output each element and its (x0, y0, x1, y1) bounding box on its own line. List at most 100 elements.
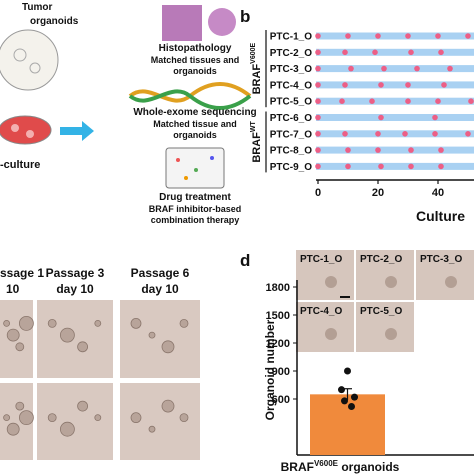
passage-title: Passage 6 (131, 266, 190, 280)
passage-dot (372, 49, 378, 56)
passage-day: day 10 (141, 282, 179, 296)
organoid-blob (148, 331, 156, 339)
step-line: organoids (173, 66, 217, 76)
passage-dot (315, 131, 321, 137)
passage-dot (345, 33, 351, 39)
passage-dot (342, 82, 348, 88)
passage-dot (402, 131, 408, 137)
data-point (341, 397, 348, 405)
passage-dot (465, 131, 471, 137)
organoid-blob (18, 315, 34, 331)
row-label: PTC-8_O (270, 146, 312, 157)
organoid-blob (47, 413, 57, 423)
organoid-blob (325, 276, 337, 288)
organoid-blob (161, 340, 175, 354)
y-axis-label: Organoid number (263, 319, 277, 420)
timeline-bar (316, 97, 474, 105)
organoid-blob (3, 414, 10, 422)
organoid-histology (208, 8, 236, 36)
timeline-bar (316, 32, 474, 40)
panel-label: d (240, 251, 250, 270)
passage-dot (438, 147, 444, 153)
panel-d: PTC-1_O PTC-2_O PTC-3_O PTC-4_O PTC-5_O 600 90… (263, 250, 474, 474)
panel-label: b (240, 7, 250, 26)
passage-dot (378, 82, 384, 88)
y-tick-label: 1200 (266, 338, 290, 350)
passage-dot (375, 33, 381, 39)
organoid-blob (94, 319, 102, 327)
inset-label: PTC-4_O (300, 306, 342, 317)
data-point (338, 386, 345, 394)
organoid-blob (77, 400, 88, 412)
passage-dot (408, 147, 414, 153)
passage-dot (441, 82, 447, 88)
passage-dot (375, 147, 381, 153)
step-line: Matched tissue and (153, 119, 237, 129)
x-axis-label: Culture (416, 208, 465, 224)
passage-dot (435, 33, 441, 39)
x-tick-label: 20 (372, 187, 384, 199)
organoid-blob (15, 401, 25, 411)
row-label: PTC-6_O (270, 113, 312, 124)
passage-dot (315, 49, 321, 56)
micrograph (37, 300, 113, 378)
panel-b: PTC-1_OPTC-2_OPTC-3_OPTC-4_OPTC-5_OBRAFV… (250, 30, 474, 224)
step-title: Histopathology (159, 43, 232, 54)
step-line: BRAF inhibitor-based (149, 204, 242, 214)
organoid-blob (94, 414, 102, 422)
passage-dot (369, 98, 375, 104)
bar (310, 394, 385, 455)
tumor-label: Tumor (22, 2, 52, 13)
step-title: Whole-exome sequencing (133, 107, 256, 118)
passage-dot (432, 114, 438, 121)
data-point (344, 367, 351, 375)
passage-title: ssage 1 (0, 266, 44, 280)
inset-label: PTC-3_O (420, 254, 462, 265)
timeline-bar (316, 65, 474, 73)
y-tick-label: 600 (272, 394, 290, 406)
passage-title: Passage 3 (46, 266, 105, 280)
organoid-blob (18, 410, 34, 426)
x-label-rest: organoids (338, 460, 400, 474)
step-line: combination therapy (151, 215, 240, 225)
micrograph (120, 300, 200, 378)
passage-dot (342, 49, 348, 56)
x-label-base: BRAF (281, 460, 314, 474)
passage-dot (465, 33, 471, 39)
organoid-blob (130, 412, 142, 424)
passage-dot (405, 98, 411, 104)
data-point (351, 393, 358, 401)
group-base: BRAF (251, 132, 263, 163)
inset-label: PTC-1_O (300, 254, 342, 265)
organoid-blob (161, 399, 175, 413)
timeline-bar (316, 162, 474, 170)
passage-dot (405, 82, 411, 88)
passage-day: 10 (6, 282, 20, 296)
inset-image (416, 250, 474, 300)
row-label: PTC-5_O (270, 97, 312, 108)
passage-day: day 10 (56, 282, 94, 296)
dish-image (0, 29, 59, 91)
timeline-bar (316, 48, 474, 56)
organoid-blob (130, 317, 142, 329)
passage-dot (432, 131, 438, 137)
passage-dot (342, 131, 348, 137)
group-sup: V600E (250, 42, 257, 63)
passage-dot (345, 147, 351, 153)
passage-dot (378, 114, 384, 121)
organoid-blob (179, 318, 189, 328)
passage-dot (315, 163, 321, 170)
x-tick-label: 0 (315, 187, 321, 199)
organoids-label: organoids (30, 16, 79, 27)
passage-dot (315, 65, 321, 72)
organoid-blob (6, 422, 20, 436)
passage-dot (414, 65, 420, 72)
organoid-blob (385, 328, 397, 340)
group-label: BRAFWT (250, 121, 263, 163)
passage-dot (408, 49, 414, 56)
x-axis-label: BRAFV600E organoids (281, 459, 400, 474)
step-line: Matched tissues and (151, 55, 240, 65)
row-label: PTC-7_O (270, 129, 312, 140)
